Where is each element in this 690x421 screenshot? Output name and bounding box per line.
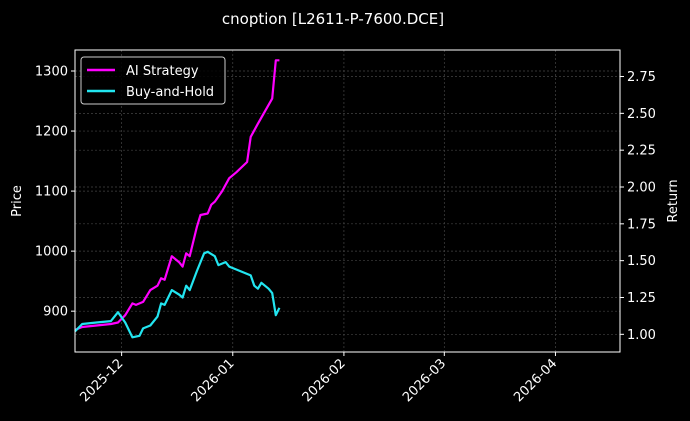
legend-box bbox=[80, 56, 226, 105]
y-tick-label: 1200 bbox=[35, 125, 68, 140]
y2-tick-label: 1.00 bbox=[627, 328, 656, 343]
y-axis-label: Price bbox=[10, 185, 25, 217]
legend-label-buy-and-hold: Buy-and-Hold bbox=[126, 85, 214, 100]
y-tick-label: 1100 bbox=[35, 185, 68, 200]
y2-tick-label: 1.25 bbox=[627, 291, 656, 306]
y2-tick-label: 2.75 bbox=[627, 70, 656, 85]
y2-tick-label: 2.50 bbox=[627, 107, 656, 122]
plot-frame bbox=[74, 49, 621, 353]
y2-tick-label: 1.50 bbox=[627, 254, 656, 269]
legend-label-ai-strategy: AI Strategy bbox=[126, 64, 199, 79]
right-axis: 1.00 1.25 1.50 1.75 2.00 2.25 2.50 2.75 bbox=[620, 70, 656, 343]
y-tick-label: 900 bbox=[43, 305, 68, 320]
y2-tick-label: 2.00 bbox=[627, 181, 656, 196]
y2-tick-label: 2.25 bbox=[627, 144, 656, 159]
chart-title: cnoption [L2611-P-7600.DCE] bbox=[222, 10, 444, 28]
y-tick-label: 1300 bbox=[35, 65, 68, 80]
y-tick-label: 1000 bbox=[35, 245, 68, 260]
series-line bbox=[74, 59, 280, 331]
series-lines bbox=[74, 59, 281, 339]
series-line bbox=[74, 250, 281, 339]
legend: AI Strategy Buy-and-Hold bbox=[80, 56, 226, 105]
left-axis: 900 1000 1100 1200 1300 bbox=[35, 65, 75, 320]
y2-axis-label: Return bbox=[666, 179, 681, 222]
y2-tick-label: 1.75 bbox=[627, 217, 656, 232]
grid-lines bbox=[75, 50, 620, 352]
